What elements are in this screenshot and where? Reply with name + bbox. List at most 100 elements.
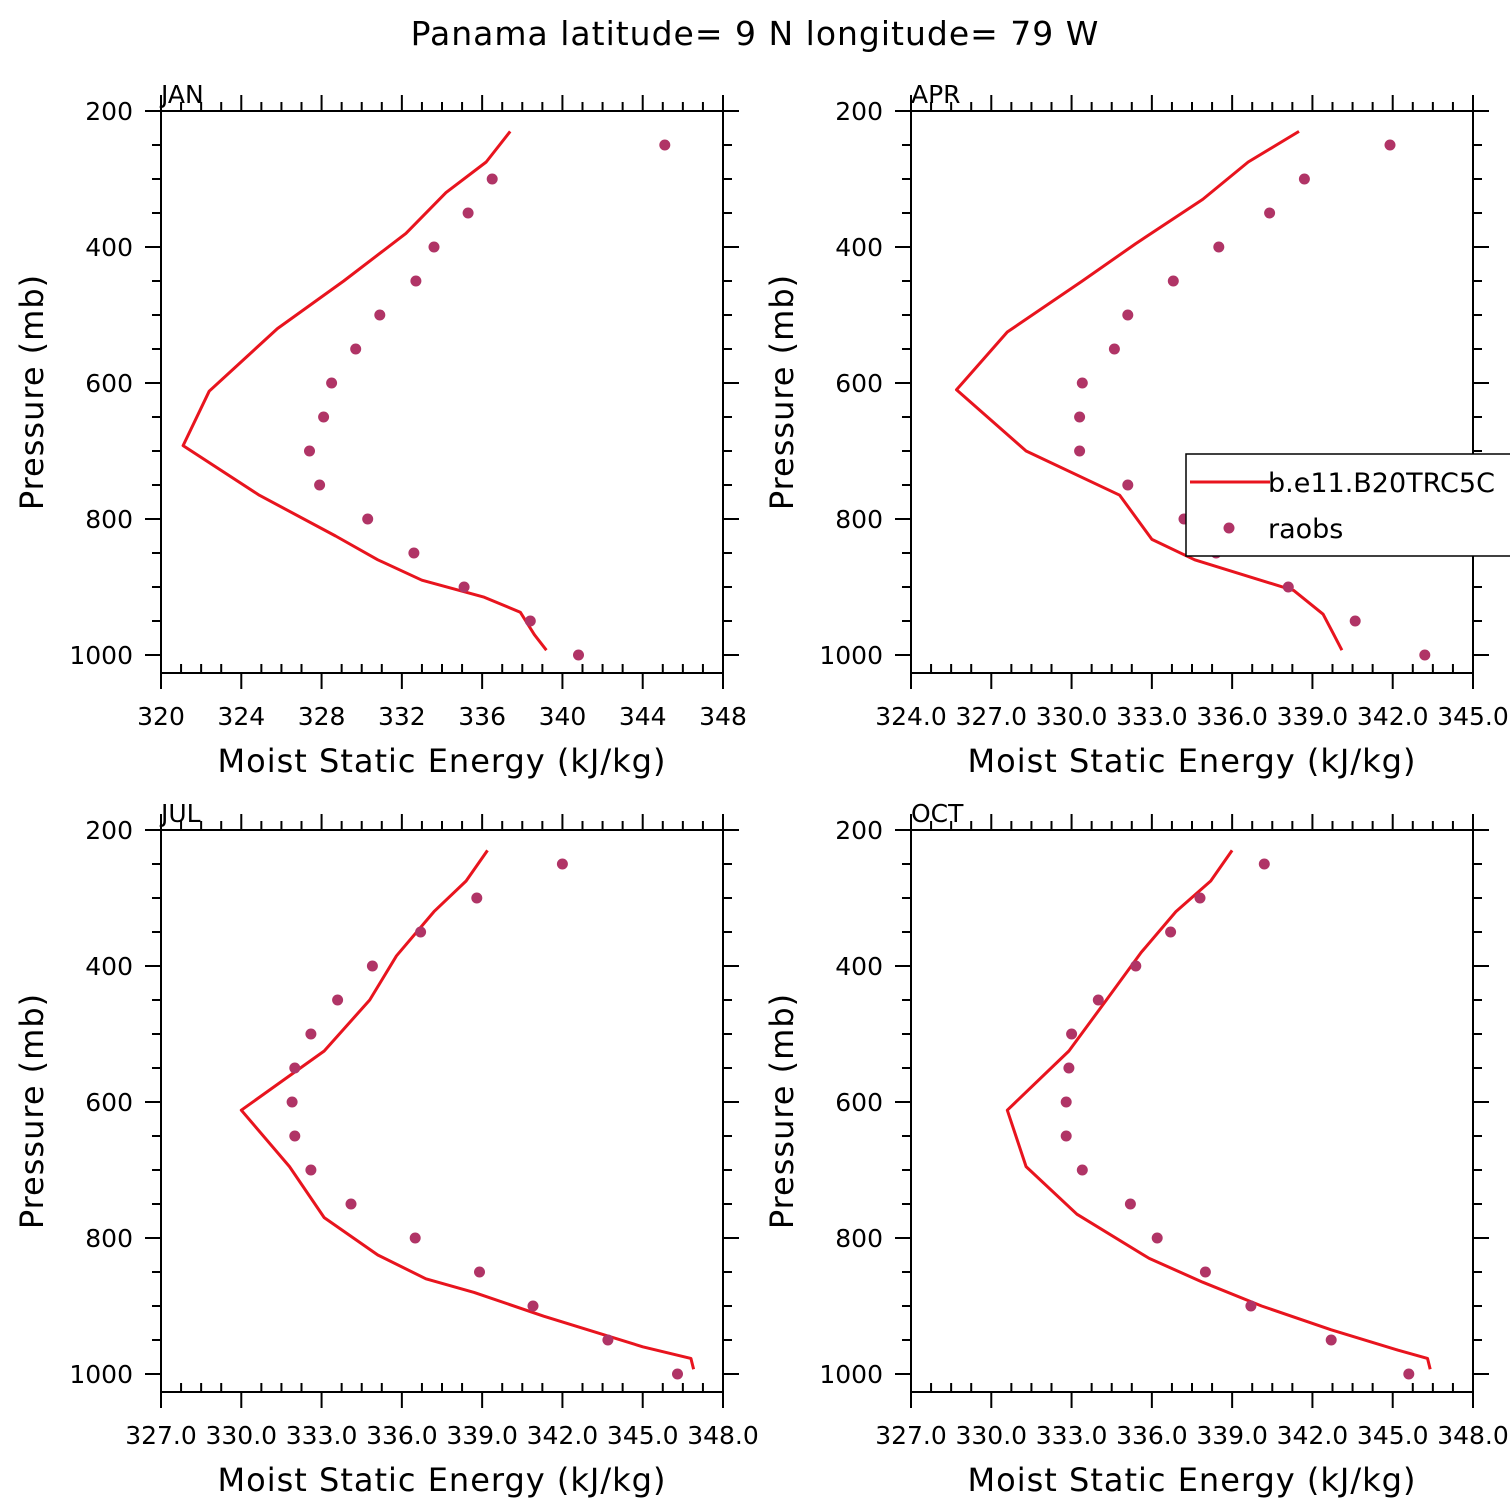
data-layer bbox=[1005, 849, 1432, 1380]
y-tick-label: 600 bbox=[835, 1088, 883, 1117]
x-tick-label: 328 bbox=[298, 702, 346, 731]
raobs-point bbox=[362, 513, 374, 525]
raobs-point bbox=[1063, 1062, 1075, 1074]
raobs-point bbox=[304, 445, 315, 457]
x-tick-label: 330.0 bbox=[955, 1421, 1027, 1450]
raobs-point bbox=[415, 926, 427, 938]
raobs-point bbox=[1076, 377, 1088, 389]
x-tick-label: 336 bbox=[458, 702, 506, 731]
raobs-point bbox=[1264, 207, 1276, 219]
raobs-point bbox=[1349, 615, 1361, 627]
x-tick-label: 342.0 bbox=[1277, 1421, 1349, 1450]
x-tick-label: 345.0 bbox=[607, 1421, 679, 1450]
y-tick-label: 1000 bbox=[819, 1360, 883, 1389]
raobs-point bbox=[659, 139, 671, 151]
model-series-line bbox=[181, 130, 548, 652]
raobs-point bbox=[1122, 309, 1134, 321]
x-tick-label: 342.0 bbox=[1357, 702, 1429, 731]
x-tick-label: 348.0 bbox=[687, 1421, 759, 1450]
x-tick-label: 336.0 bbox=[1116, 1421, 1188, 1450]
raobs-point bbox=[458, 581, 470, 593]
raobs-point bbox=[286, 1096, 298, 1108]
raobs-point bbox=[471, 892, 483, 904]
x-tick-label: 324.0 bbox=[875, 702, 947, 731]
x-tick-label: 348.0 bbox=[1437, 1421, 1509, 1450]
y-tick-label: 800 bbox=[85, 1224, 133, 1253]
x-tick-label: 333.0 bbox=[1036, 1421, 1108, 1450]
raobs-point bbox=[1199, 1266, 1211, 1278]
raobs-point bbox=[366, 960, 378, 972]
x-tick-label: 336.0 bbox=[366, 1421, 438, 1450]
raobs-point bbox=[524, 615, 536, 627]
raobs-point bbox=[1066, 1028, 1078, 1040]
raobs-point bbox=[462, 207, 474, 219]
raobs-point bbox=[289, 1062, 301, 1074]
y-axis-title: Pressure (mb) bbox=[13, 993, 51, 1229]
y-axis-title: Pressure (mb) bbox=[763, 274, 801, 510]
y-tick-label: 400 bbox=[85, 952, 133, 981]
x-tick-label: 333.0 bbox=[286, 1421, 358, 1450]
panel-label: JUL bbox=[159, 799, 201, 828]
x-tick-label: 339.0 bbox=[446, 1421, 518, 1450]
raobs-point bbox=[1419, 649, 1431, 661]
y-tick-label: 200 bbox=[85, 97, 133, 126]
x-tick-label: 320 bbox=[137, 702, 185, 731]
legend-obs-label: raobs bbox=[1268, 514, 1343, 545]
raobs-point bbox=[410, 275, 422, 287]
y-tick-label: 200 bbox=[85, 816, 133, 845]
legend-box bbox=[1185, 453, 1510, 557]
raobs-point bbox=[305, 1164, 317, 1176]
x-tick-label: 342.0 bbox=[527, 1421, 599, 1450]
x-axis-title: Moist Static Energy (kJ/kg) bbox=[968, 1461, 1417, 1499]
legend-model-label: b.e11.B20TRC5C bbox=[1268, 468, 1495, 499]
raobs-point bbox=[1282, 581, 1294, 593]
raobs-point bbox=[1074, 411, 1086, 423]
x-tick-label: 340 bbox=[539, 702, 587, 731]
y-tick-label: 200 bbox=[835, 816, 883, 845]
y-axis-title: Pressure (mb) bbox=[763, 993, 801, 1229]
raobs-point bbox=[1130, 960, 1142, 972]
raobs-point bbox=[408, 547, 420, 559]
y-tick-label: 400 bbox=[835, 233, 883, 262]
raobs-point bbox=[672, 1368, 683, 1380]
y-tick-label: 400 bbox=[835, 952, 883, 981]
raobs-point bbox=[527, 1300, 539, 1312]
data-layer bbox=[239, 849, 696, 1380]
raobs-point bbox=[1258, 858, 1270, 870]
data-layer bbox=[955, 130, 1431, 661]
y-tick-label: 600 bbox=[835, 369, 883, 398]
raobs-point bbox=[556, 858, 568, 870]
raobs-point bbox=[486, 173, 498, 185]
y-tick-label: 800 bbox=[85, 505, 133, 534]
model-series-line bbox=[955, 130, 1344, 651]
raobs-point bbox=[428, 241, 440, 253]
raobs-point bbox=[1122, 479, 1134, 491]
panel-jul: JUL 200 400 600 800 1000 327.0 330.0 333.0 336.0 3… bbox=[13, 799, 759, 1499]
y-tick-label: 800 bbox=[835, 1224, 883, 1253]
raobs-point bbox=[474, 1266, 485, 1278]
raobs-point bbox=[1245, 1300, 1257, 1312]
raobs-point bbox=[1060, 1130, 1072, 1142]
y-tick-label: 600 bbox=[85, 369, 133, 398]
x-axis-title: Moist Static Energy (kJ/kg) bbox=[218, 742, 667, 780]
x-tick-label: 327.0 bbox=[125, 1421, 197, 1450]
raobs-point bbox=[326, 377, 338, 389]
raobs-point bbox=[318, 411, 330, 423]
panel-label: OCT bbox=[911, 799, 964, 828]
raobs-point bbox=[289, 1130, 301, 1142]
raobs-point bbox=[1151, 1232, 1163, 1244]
plot-frame bbox=[910, 829, 1474, 1393]
raobs-point bbox=[1165, 926, 1177, 938]
raobs-point bbox=[1060, 1096, 1072, 1108]
x-tick-label: 339.0 bbox=[1277, 702, 1349, 731]
y-tick-label: 400 bbox=[85, 233, 133, 262]
x-tick-label: 330.0 bbox=[205, 1421, 277, 1450]
panel-label: APR bbox=[911, 80, 961, 109]
plot-frame bbox=[910, 110, 1474, 674]
raobs-point bbox=[1124, 1198, 1136, 1210]
raobs-point bbox=[1074, 445, 1086, 457]
raobs-point bbox=[1298, 173, 1310, 185]
